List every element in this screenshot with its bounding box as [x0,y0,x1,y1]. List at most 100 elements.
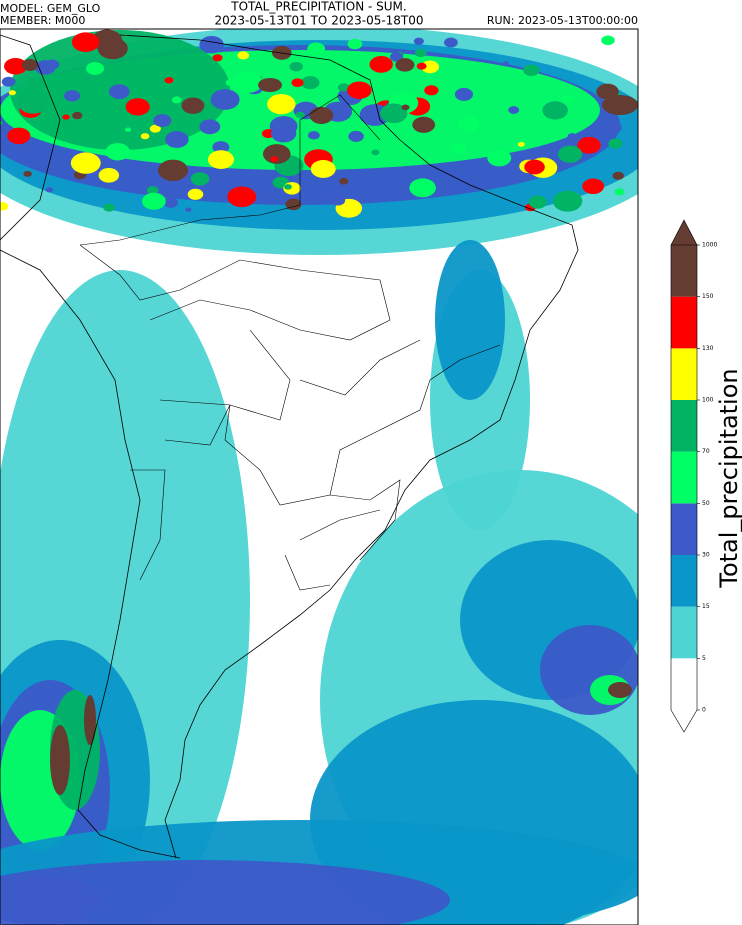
precip-cell [517,141,525,147]
precip-cell [212,54,223,62]
precip-cell [98,168,120,183]
precip-cell [227,186,257,208]
precip-cell [443,37,458,48]
colorbar-tick-label: 30 [702,552,710,559]
precip-cell [371,149,380,156]
member-label: MEMBER: M000 [0,14,85,27]
precip-cell [582,178,605,195]
colorbar-extend-min [670,709,698,733]
colorbar-swatch [671,296,697,349]
precip-cell [458,116,480,132]
precip-cell [295,111,305,119]
precip-cell [4,57,28,75]
precip-cell [524,159,545,175]
precip-cell [270,156,279,162]
precip-cell [1,76,16,87]
precip-cell [267,93,296,115]
precip-cell [165,131,189,148]
precip-core [22,59,38,71]
map-title: TOTAL_PRECIPITATION - SUM. [230,0,406,14]
run-label: RUN: 2023-05-13T00:00:00 [487,14,638,27]
precip-cell [7,127,31,145]
precip-cell [413,37,424,45]
precip-cell [284,184,292,190]
colorbar-tick-label: 50 [702,500,710,507]
precip-area [0,860,450,925]
map [0,29,638,925]
colorbar-tick-label: 130 [702,345,714,352]
colorbar-swatch [671,503,697,555]
precip-cell [62,114,70,120]
precip-cell [0,120,3,125]
precip-cell [190,172,210,186]
precip-cell [562,94,575,103]
precip-cell [199,36,224,54]
precip-cell [424,85,439,96]
precip-cell [291,78,304,88]
colorbar-swatch [671,245,697,297]
colorbar-frame [670,245,698,710]
precip-cell [146,186,159,195]
precip-cell [125,98,150,116]
precip-cell [454,87,473,101]
borders [0,34,579,859]
precip-cell [337,83,350,92]
colorbar-swatch [671,348,697,400]
colorbar-tick-label: 100 [702,397,714,404]
colorbar-tick-label: 1000 [702,242,717,249]
precip-cell [86,62,104,75]
precip-core [84,695,96,745]
precip-cell [83,75,91,81]
map-period: 2023-05-13T01 TO 2023-05-18T00 [214,14,423,28]
precip-cell [62,120,75,129]
colorbar-extend-max [670,219,698,246]
precip-cell [339,177,349,185]
colorbar-swatch [671,606,697,659]
precip-cell [528,195,547,209]
colorbar-tick-label: 0 [702,707,706,714]
precip-core [602,95,638,115]
colorbar-swatch [671,658,697,710]
precip-cell [285,198,302,211]
precip-cell [153,114,172,128]
precip-cell [409,178,436,198]
precip-cell [487,149,512,167]
precip-cell [64,90,81,102]
precip-area [0,875,100,925]
precip-cell [142,192,166,210]
precip-cell [149,124,161,133]
precip-cell [612,171,624,180]
precip-cell [103,203,115,212]
precip-cell [171,96,182,104]
precip-cell [181,97,205,114]
precip-cell [552,190,583,212]
precip-cell [606,121,622,133]
precip-cell [369,56,393,73]
precip-cell [225,79,236,87]
precip-cell [163,197,179,208]
precip-cell [348,130,364,142]
precip-cell [380,103,408,124]
precip-area [540,625,638,715]
precip-cell [508,106,520,114]
colorbar-swatch [671,451,697,504]
coastline [0,34,579,859]
precip-core [50,725,70,795]
precip-cell [451,143,467,154]
precip-cell [307,42,326,56]
precip-cell [125,127,132,132]
precip-cell [185,207,192,212]
precip-core [258,78,282,92]
precip-cell [233,72,263,93]
precip-cell [614,188,625,196]
precip-cell [301,76,320,90]
precip-cell [577,136,601,154]
precip-cell [416,62,427,70]
colorbar-tick-label: 150 [702,293,714,300]
precip-cell [72,111,83,120]
precip-cell [608,138,623,149]
precip-cell [0,202,9,211]
precip-cell [45,187,54,193]
precip-cell [212,141,230,154]
